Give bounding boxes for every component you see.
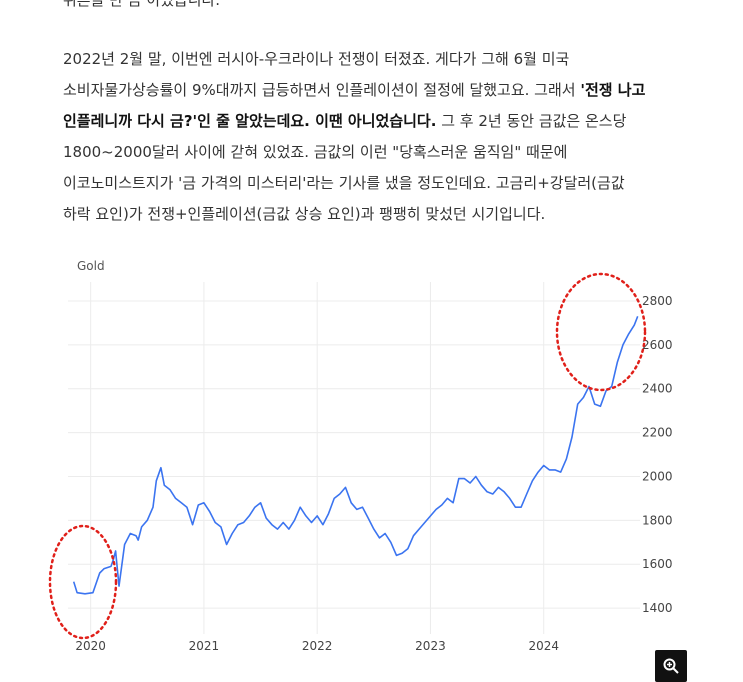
x-tick-label: 2023 <box>415 639 446 653</box>
text-run: 1800~2000달러 사이에 갇혀 있었죠. 금값의 이런 "당혹스러운 움직… <box>63 143 568 161</box>
text-run: 이코노미스트지가 '금 가격의 미스터리'라는 기사를 냈을 정도인데요. 고금… <box>63 174 625 192</box>
zoom-in-icon <box>663 658 679 674</box>
x-tick-label: 2022 <box>302 639 333 653</box>
x-tick-label: 2021 <box>189 639 220 653</box>
text-run: 2022년 2월 말, 이번엔 러시아-우크라이나 전쟁이 터졌죠. 게다가 그… <box>63 50 570 68</box>
chart-title: Gold <box>77 259 105 273</box>
clipped-paragraph-line: 뒤흔들 만 큼 이었습니다. <box>63 0 221 9</box>
emphasized-text: '전쟁 나고 <box>580 81 646 99</box>
highlight-circle-2020 <box>48 524 118 640</box>
gold-price-line <box>72 316 639 595</box>
y-tick-label: 1800 <box>642 513 673 527</box>
y-tick-label: 2600 <box>642 338 673 352</box>
x-tick-label: 2024 <box>528 639 559 653</box>
horizontal-gridlines <box>68 300 640 609</box>
zoom-button[interactable] <box>655 650 687 682</box>
text-run: 그 후 2년 동안 금값은 온스당 <box>436 112 627 130</box>
gold-chart-svg: Gold 1400 1600 1800 2000 2200 2400 2600 2800 20… <box>48 259 673 653</box>
article-line: 1800~2000달러 사이에 갇혀 있었죠. 금값의 이런 "당혹스러운 움직… <box>63 137 703 168</box>
article-line: 2022년 2월 말, 이번엔 러시아-우크라이나 전쟁이 터졌죠. 게다가 그… <box>63 44 703 75</box>
text-run: 소비자물가상승률이 9%대까지 급등하면서 인플레이션이 절정에 달했고요. 그… <box>63 81 581 99</box>
y-tick-label: 1400 <box>642 601 673 615</box>
emphasized-text: 인플레니까 다시 금?'인 줄 알았는데요. 이땐 아니었습니다. <box>63 112 437 130</box>
vertical-gridlines <box>90 282 545 634</box>
article-line: 하락 요인)가 전쟁+인플레이션(금값 상승 요인)과 팽팽히 맞섰던 시기입니… <box>63 199 703 230</box>
y-tick-label: 1600 <box>642 557 673 571</box>
article-line: 이코노미스트지가 '금 가격의 미스터리'라는 기사를 냈을 정도인데요. 고금… <box>63 168 703 199</box>
article-line: 인플레니까 다시 금?'인 줄 알았는데요. 이땐 아니었습니다. 그 후 2년… <box>63 106 703 137</box>
article-line: 소비자물가상승률이 9%대까지 급등하면서 인플레이션이 절정에 달했고요. 그… <box>63 75 703 106</box>
text-run: 하락 요인)가 전쟁+인플레이션(금값 상승 요인)과 팽팽히 맞섰던 시기입니… <box>63 205 546 223</box>
y-tick-label: 2400 <box>642 382 673 396</box>
y-tick-label: 2800 <box>642 294 673 308</box>
y-axis-tick-labels: 1400 1600 1800 2000 2200 2400 2600 2800 <box>642 294 673 615</box>
gold-price-chart: Gold 1400 1600 1800 2000 2200 2400 2600 2800 20… <box>0 250 743 666</box>
y-tick-label: 2000 <box>642 469 673 483</box>
y-tick-label: 2200 <box>642 426 673 440</box>
x-tick-label: 2020 <box>75 639 106 653</box>
highlight-circle-2024 <box>555 272 647 392</box>
x-axis-tick-labels: 2020 2021 2022 2023 2024 <box>75 639 559 653</box>
article-body: 2022년 2월 말, 이번엔 러시아-우크라이나 전쟁이 터졌죠. 게다가 그… <box>63 44 703 230</box>
